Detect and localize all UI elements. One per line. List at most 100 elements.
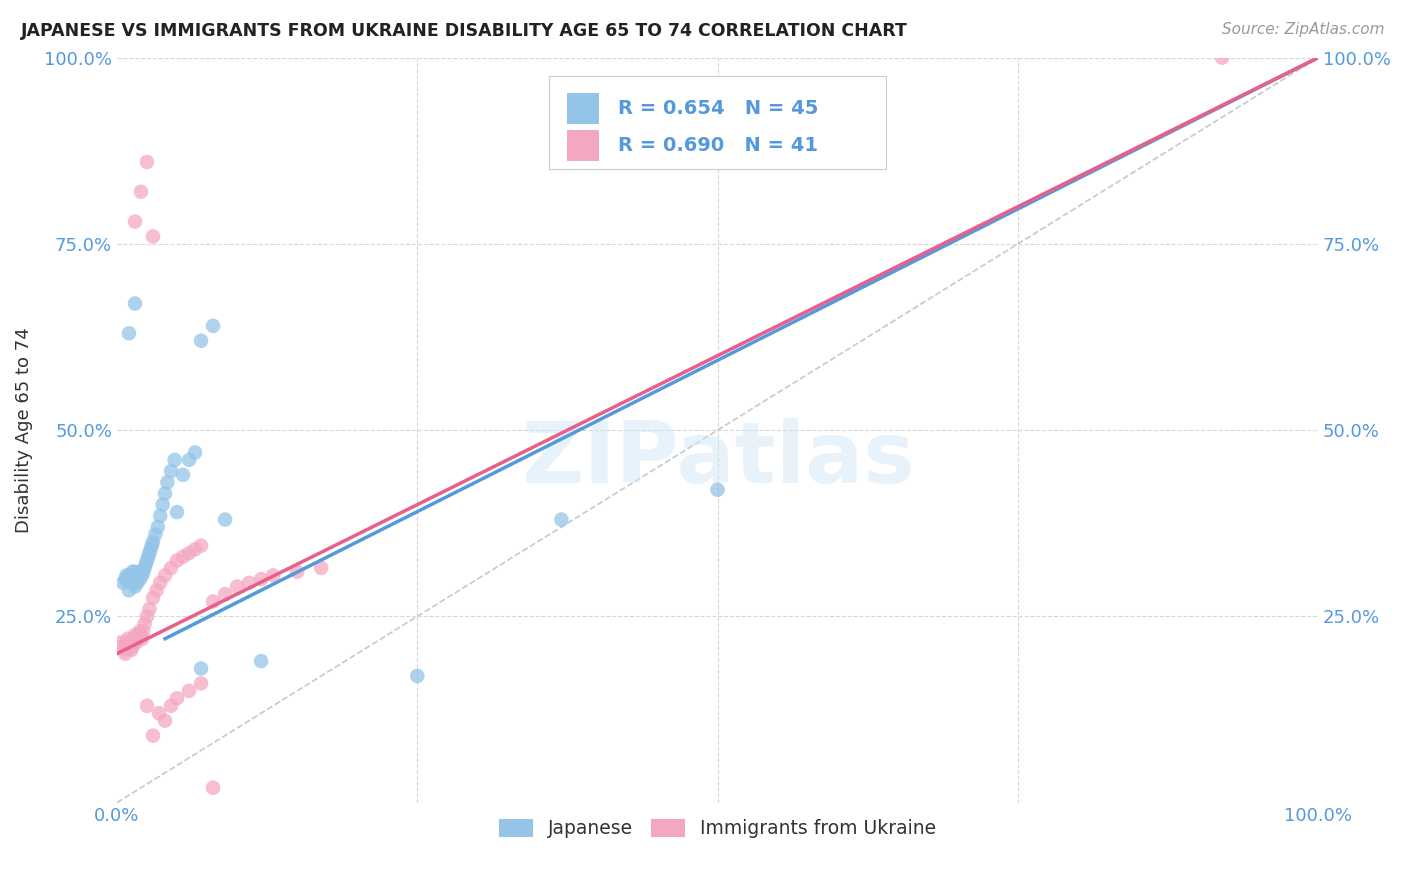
- Point: [136, 609, 159, 624]
- Point: [127, 632, 149, 646]
- Point: [124, 214, 146, 228]
- Point: [250, 654, 273, 668]
- Point: [124, 565, 146, 579]
- Point: [177, 546, 200, 560]
- Point: [406, 669, 429, 683]
- Point: [138, 602, 160, 616]
- Point: [160, 698, 183, 713]
- Point: [160, 464, 183, 478]
- Point: [160, 561, 183, 575]
- Point: [148, 706, 170, 721]
- Point: [136, 698, 159, 713]
- Text: JAPANESE VS IMMIGRANTS FROM UKRAINE DISABILITY AGE 65 TO 74 CORRELATION CHART: JAPANESE VS IMMIGRANTS FROM UKRAINE DISA…: [21, 22, 908, 40]
- Point: [129, 185, 152, 199]
- Point: [166, 553, 188, 567]
- Point: [146, 520, 169, 534]
- Point: [285, 565, 308, 579]
- Point: [139, 542, 162, 557]
- Point: [141, 539, 163, 553]
- Point: [129, 565, 152, 579]
- Point: [190, 539, 212, 553]
- Point: [118, 568, 141, 582]
- Point: [142, 229, 165, 244]
- Point: [145, 583, 167, 598]
- Text: ZIPatlas: ZIPatlas: [520, 418, 914, 501]
- Point: [136, 155, 159, 169]
- Point: [120, 568, 142, 582]
- Point: [132, 565, 155, 579]
- Point: [1211, 51, 1233, 65]
- Point: [124, 628, 146, 642]
- Point: [129, 628, 152, 642]
- Text: Source: ZipAtlas.com: Source: ZipAtlas.com: [1222, 22, 1385, 37]
- Point: [112, 643, 135, 657]
- Point: [128, 628, 150, 642]
- Point: [250, 572, 273, 586]
- Point: [114, 572, 136, 586]
- Point: [177, 684, 200, 698]
- Point: [136, 549, 159, 564]
- Point: [202, 318, 225, 333]
- Text: R = 0.690   N = 41: R = 0.690 N = 41: [617, 136, 818, 155]
- FancyBboxPatch shape: [550, 77, 886, 169]
- Point: [166, 505, 188, 519]
- Point: [153, 486, 176, 500]
- Text: R = 0.654   N = 45: R = 0.654 N = 45: [617, 99, 818, 118]
- Point: [184, 542, 207, 557]
- Point: [153, 714, 176, 728]
- Point: [118, 583, 141, 598]
- Point: [190, 334, 212, 348]
- Point: [124, 580, 146, 594]
- Point: [226, 580, 249, 594]
- Point: [135, 558, 157, 572]
- Point: [156, 475, 179, 490]
- FancyBboxPatch shape: [568, 93, 599, 124]
- Point: [114, 647, 136, 661]
- Point: [134, 561, 156, 575]
- Point: [214, 587, 236, 601]
- Point: [172, 549, 194, 564]
- Point: [115, 635, 138, 649]
- Point: [111, 639, 134, 653]
- Point: [145, 527, 167, 541]
- Point: [117, 632, 139, 646]
- Point: [132, 624, 155, 639]
- Point: [149, 575, 172, 590]
- Point: [238, 575, 260, 590]
- Point: [190, 661, 212, 675]
- Point: [163, 453, 186, 467]
- Point: [142, 729, 165, 743]
- Point: [124, 296, 146, 310]
- Point: [118, 639, 141, 653]
- Point: [110, 635, 132, 649]
- Point: [122, 632, 145, 646]
- Point: [214, 512, 236, 526]
- Point: [177, 453, 200, 467]
- Point: [128, 624, 150, 639]
- Point: [120, 643, 142, 657]
- Point: [127, 575, 149, 590]
- Point: [706, 483, 728, 497]
- Y-axis label: Disability Age 65 to 74: Disability Age 65 to 74: [15, 327, 32, 533]
- Point: [262, 568, 284, 582]
- Point: [134, 616, 156, 631]
- Point: [152, 498, 174, 512]
- FancyBboxPatch shape: [568, 130, 599, 161]
- Point: [128, 572, 150, 586]
- Point: [115, 568, 138, 582]
- Point: [122, 572, 145, 586]
- Point: [118, 326, 141, 341]
- Point: [120, 635, 142, 649]
- Legend: Japanese, Immigrants from Ukraine: Japanese, Immigrants from Ukraine: [491, 811, 943, 846]
- Point: [121, 639, 143, 653]
- Point: [202, 594, 225, 608]
- Point: [184, 445, 207, 459]
- Point: [202, 780, 225, 795]
- Point: [166, 691, 188, 706]
- Point: [550, 512, 572, 526]
- Point: [138, 546, 160, 560]
- Point: [131, 632, 153, 646]
- Point: [309, 561, 332, 575]
- Point: [136, 553, 159, 567]
- Point: [142, 591, 165, 605]
